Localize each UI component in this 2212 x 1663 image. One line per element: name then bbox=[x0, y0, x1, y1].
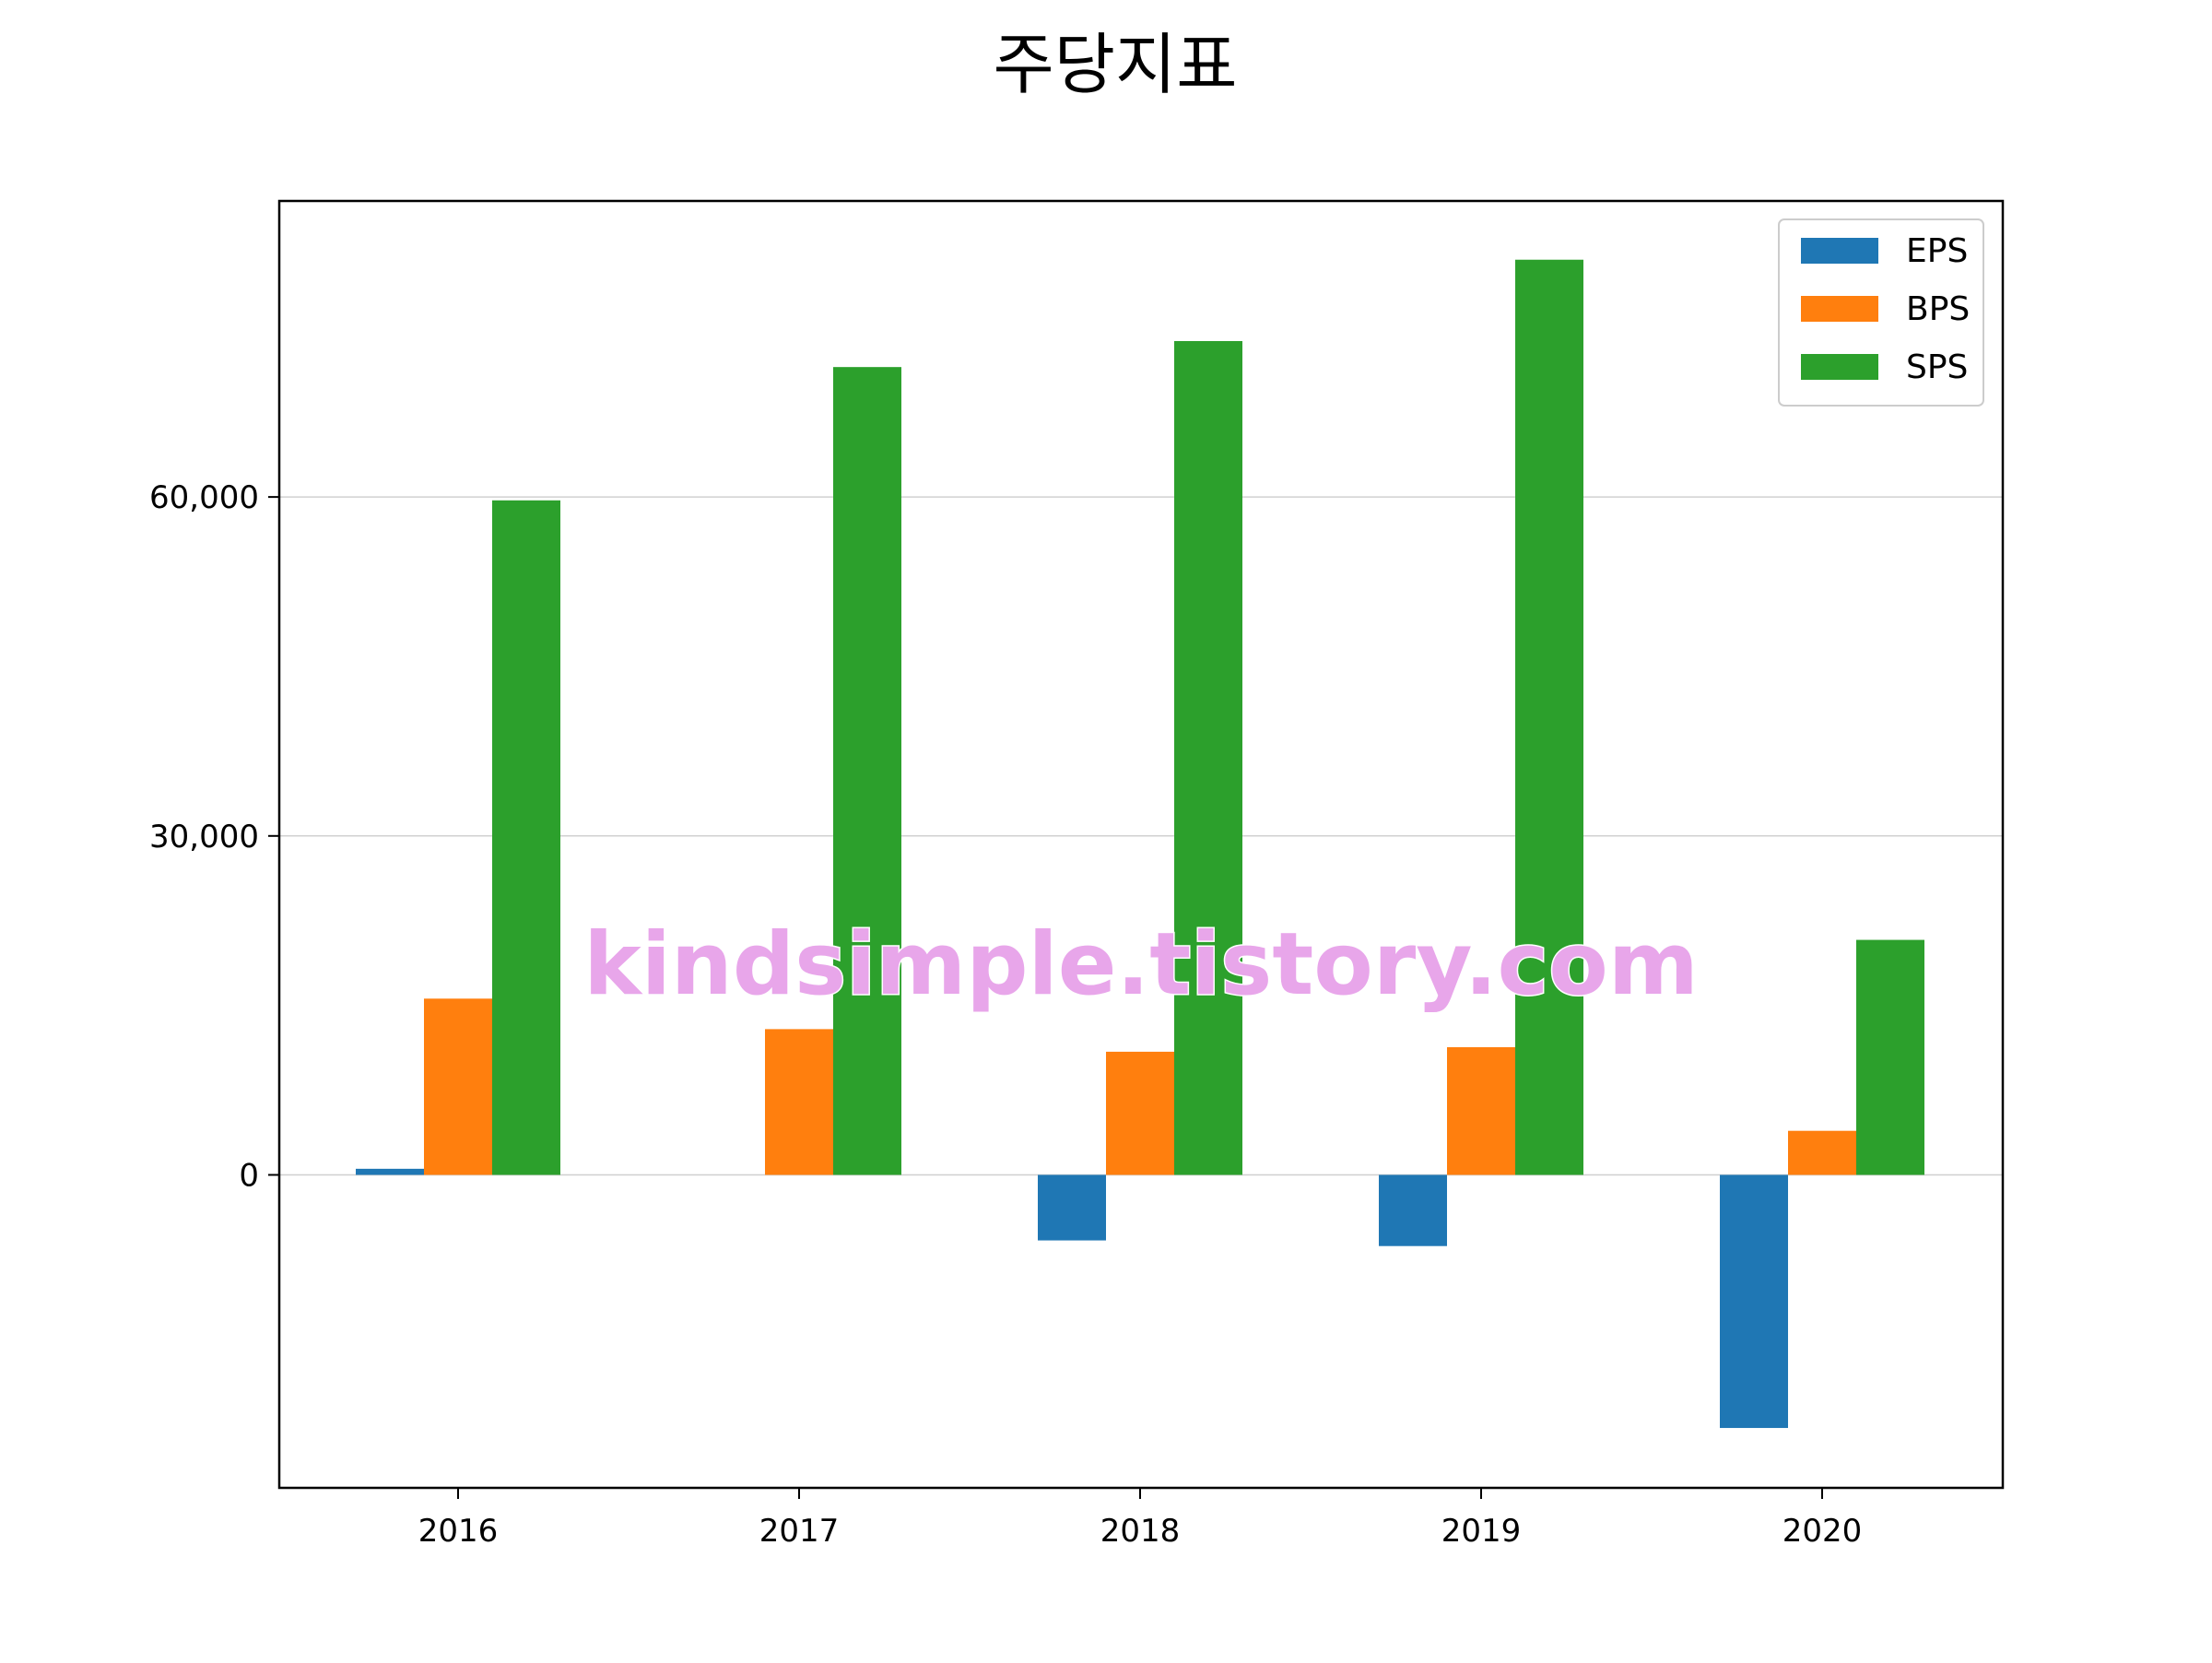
x-tick-label: 2017 bbox=[759, 1513, 840, 1550]
y-tick-label: 60,000 bbox=[149, 479, 259, 516]
bar-sps-2020 bbox=[1856, 939, 1924, 1175]
legend-label-sps: SPS bbox=[1906, 348, 1968, 386]
bar-sps-2016 bbox=[492, 500, 560, 1175]
bar-sps-2018 bbox=[1174, 340, 1242, 1175]
x-axis: 2016 2017 2018 2019 2020 bbox=[418, 1488, 1863, 1550]
legend-swatch-sps bbox=[1801, 354, 1878, 380]
legend-swatch-eps bbox=[1801, 238, 1878, 264]
bar-sps-2017 bbox=[833, 367, 901, 1175]
watermark-text: kindsimple.tistory.com bbox=[583, 914, 1699, 1015]
bar-bps-2019 bbox=[1447, 1047, 1515, 1175]
legend-swatch-bps bbox=[1801, 296, 1878, 322]
bar-bps-2017 bbox=[765, 1029, 833, 1175]
legend-label-bps: BPS bbox=[1906, 290, 1970, 328]
bar-bps-2018 bbox=[1106, 1051, 1174, 1175]
bar-bps-2020 bbox=[1788, 1130, 1856, 1175]
x-tick-label: 2020 bbox=[1783, 1513, 1863, 1550]
bars bbox=[356, 259, 1924, 1429]
y-axis: 0 30,000 60,000 bbox=[149, 479, 279, 1194]
bar-eps-2016 bbox=[356, 1168, 424, 1175]
legend: EPS BPS SPS bbox=[1778, 218, 1984, 407]
x-tick-label: 2019 bbox=[1441, 1513, 1522, 1550]
chart-title: 주당지표 bbox=[994, 26, 1238, 103]
legend-label-eps: EPS bbox=[1906, 232, 1968, 270]
y-tick-label: 30,000 bbox=[149, 819, 259, 855]
bar-eps-2018 bbox=[1038, 1174, 1106, 1241]
bar-sps-2019 bbox=[1515, 259, 1583, 1175]
y-tick-label: 0 bbox=[239, 1157, 259, 1194]
x-tick-label: 2016 bbox=[418, 1513, 499, 1550]
bar-eps-2020 bbox=[1720, 1174, 1788, 1429]
bar-bps-2016 bbox=[424, 998, 492, 1175]
bar-eps-2019 bbox=[1379, 1174, 1447, 1246]
x-tick-label: 2018 bbox=[1100, 1513, 1181, 1550]
